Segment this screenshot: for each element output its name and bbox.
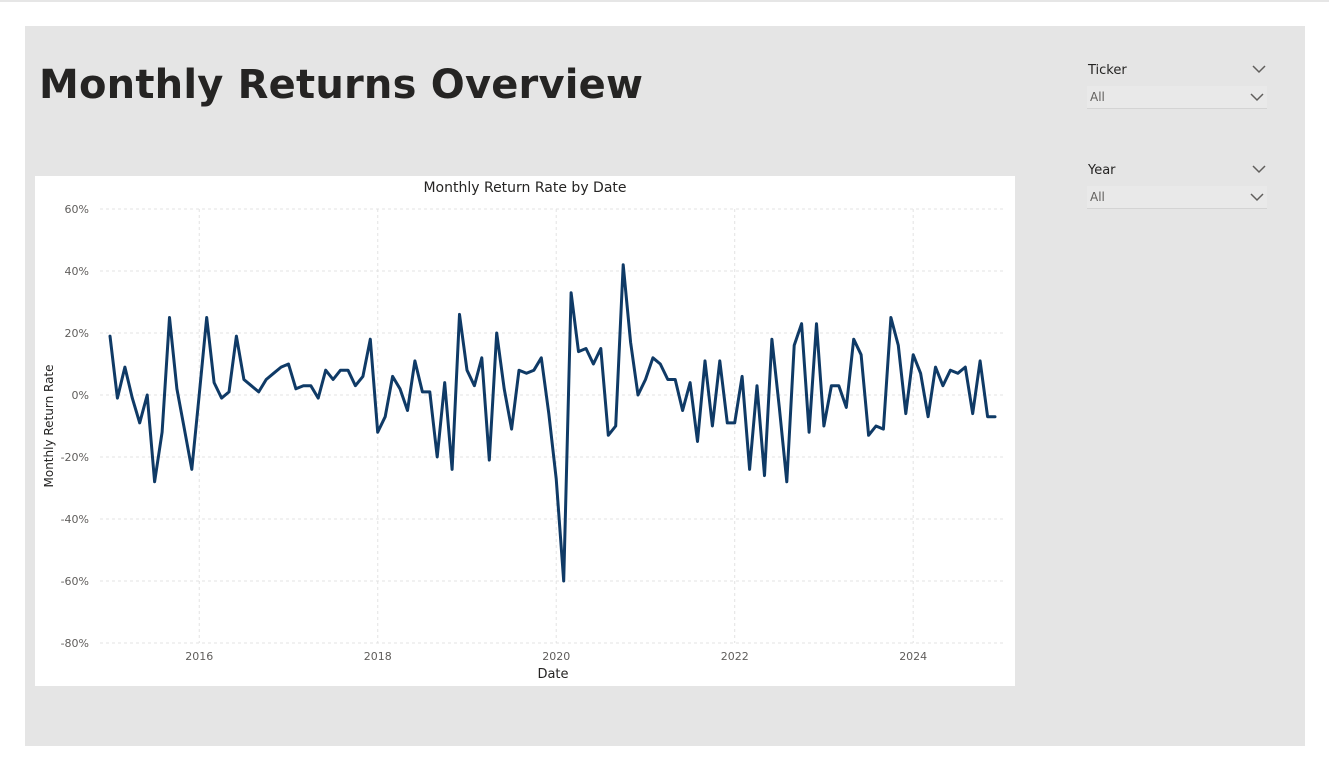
x-tick-label: 2024 (899, 650, 927, 663)
tick-layer: 60% 40% 20% 0% -20% -40% -60% -80% 2016 2018 2020 2… (61, 203, 928, 663)
x-tick-label: 2020 (542, 650, 570, 663)
year-dropdown[interactable]: All (1087, 186, 1267, 209)
ticker-dropdown-value: All (1090, 90, 1105, 104)
slicer-title-ticker: Ticker (1088, 63, 1127, 78)
slicer-header: Year (1087, 160, 1267, 182)
y-tick-label: -60% (61, 575, 89, 588)
chart-svg: 60% 40% 20% 0% -20% -40% -60% -80% 2016 2018 2020 2… (42, 180, 1005, 682)
x-tick-label: 2016 (185, 650, 213, 663)
y-tick-label: -40% (61, 513, 89, 526)
chevron-down-icon[interactable] (1249, 189, 1265, 205)
slicer-header: Ticker (1087, 60, 1267, 82)
series-line-monthly-return[interactable] (108, 263, 997, 583)
chevron-down-icon[interactable] (1249, 89, 1265, 105)
page-title: Monthly Returns Overview (39, 62, 644, 108)
y-tick-label: 40% (65, 265, 89, 278)
grid-layer (100, 208, 1005, 644)
y-tick-label: -20% (61, 451, 89, 464)
chevron-down-icon[interactable] (1251, 61, 1267, 77)
year-dropdown-value: All (1090, 190, 1105, 204)
top-border (0, 0, 1329, 2)
y-tick-label: 0% (72, 389, 89, 402)
x-tick-label: 2018 (364, 650, 392, 663)
slicer-ticker[interactable]: Ticker All (1087, 60, 1267, 109)
line-chart-visual[interactable]: 60% 40% 20% 0% -20% -40% -60% -80% 2016 2018 2020 2… (35, 176, 1015, 686)
ticker-dropdown[interactable]: All (1087, 86, 1267, 109)
x-axis-label: Date (537, 667, 568, 682)
x-tick-label: 2022 (721, 650, 749, 663)
slicer-title-year: Year (1088, 163, 1116, 178)
y-tick-label: 20% (65, 327, 89, 340)
y-tick-label: -80% (61, 637, 89, 650)
y-axis-label: Monthly Return Rate (42, 364, 56, 487)
chart-title: Monthly Return Rate by Date (423, 180, 626, 196)
slicer-year[interactable]: Year All (1087, 160, 1267, 209)
chevron-down-icon[interactable] (1251, 161, 1267, 177)
report-canvas: Monthly Returns Overview 60% 40% 20% 0% -20%… (25, 26, 1305, 746)
y-tick-label: 60% (65, 203, 89, 216)
